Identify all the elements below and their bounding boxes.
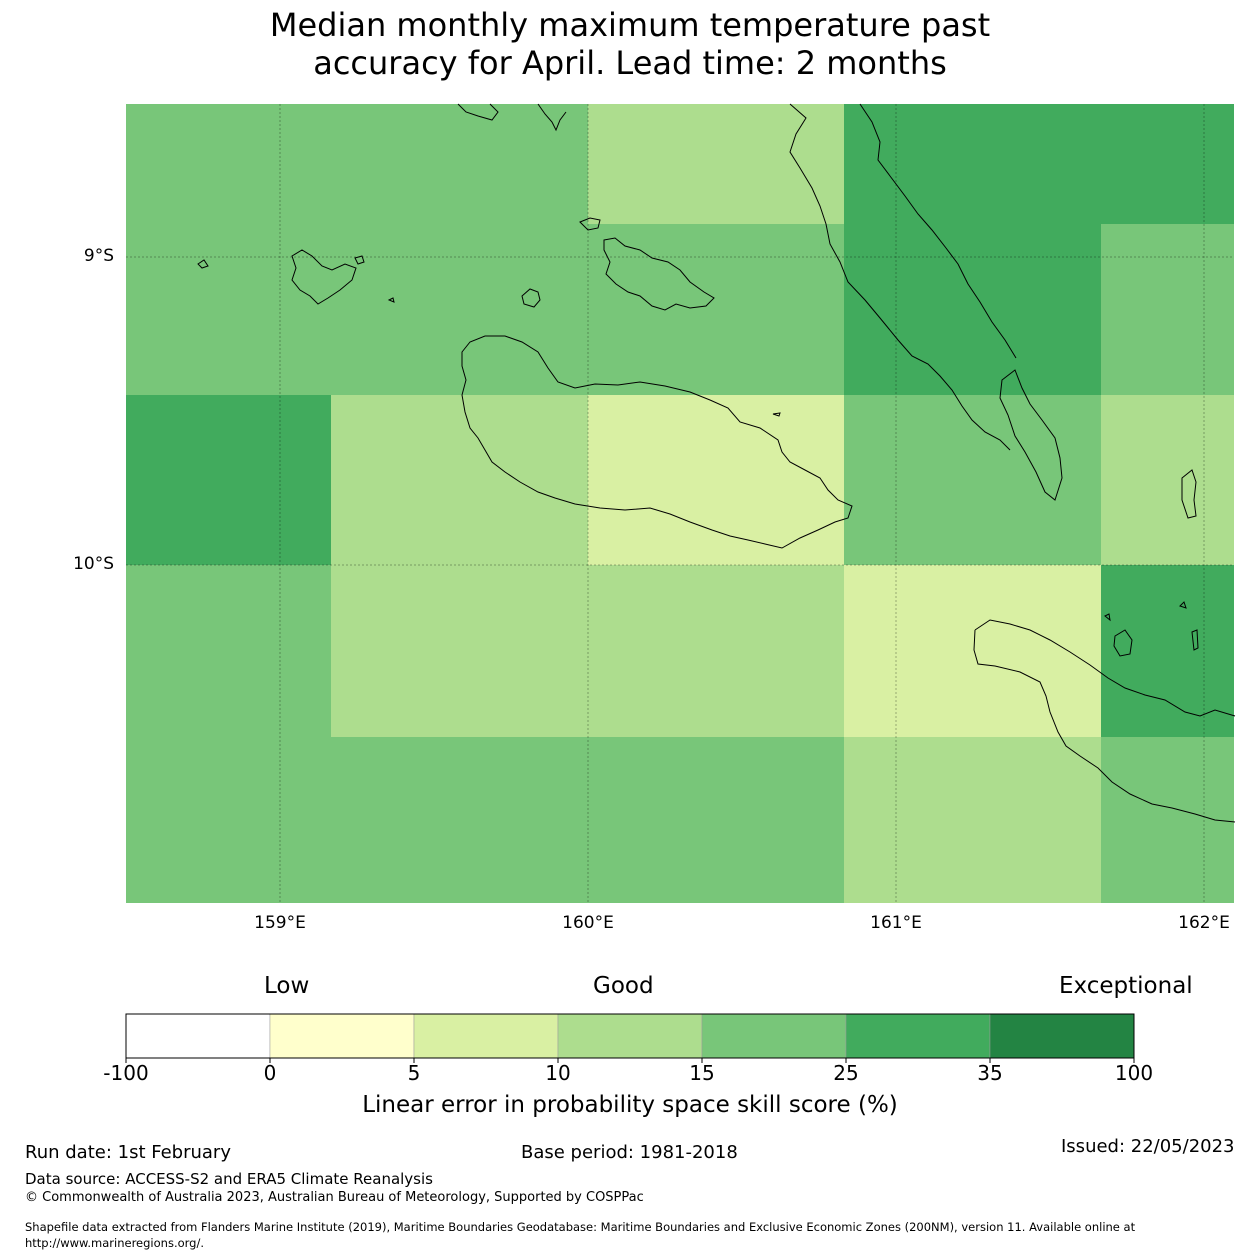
grid-cell [1101,737,1234,903]
colorbar-tick: 100 [1114,1061,1154,1085]
coast-maramasike [999,369,1063,501]
grid-cell [126,737,331,903]
coast-guadalcanal [461,335,853,549]
grid-cell [1101,565,1234,737]
grid-cell [588,737,844,903]
grid-cell [588,565,844,737]
grid-cell [844,104,1101,224]
grid-cell [844,395,1101,565]
base-period: Base period: 1981-2018 [521,1142,738,1163]
lon-label-159e: 159°E [254,913,306,933]
coast-islet-4 [1179,601,1187,609]
grid-cell [331,224,588,395]
grid-cell [331,737,588,903]
coast-makira [973,619,1236,823]
grid-cell [126,104,331,224]
coast-santa-isabel [457,103,567,132]
shapefile-credit-line-1: Shapefile data extracted from Flanders M… [25,1220,1136,1234]
title-line-1: Median monthly maximum temperature past [269,6,991,44]
colorbar-bin [557,1013,703,1059]
grid-cell [126,565,331,737]
grid-cell [1101,395,1234,565]
colorbar-tick: 0 [263,1061,277,1085]
grid-cell [1101,104,1234,224]
colorbar-heading-good: Good [593,973,654,999]
grid-cell [331,565,588,737]
skill-grid [126,104,1234,903]
colorbar-bin [125,1013,271,1059]
colorbar-tick: 5 [407,1061,421,1085]
colorbar-bin [701,1013,847,1059]
coast-russell [291,249,357,305]
colorbar-tick: 35 [977,1061,1003,1085]
coast-savo [521,288,541,308]
title-line-2: accuracy for April. Lead time: 2 months [313,44,947,82]
colorbar-tick: -100 [103,1061,149,1085]
copyright: © Commonwealth of Australia 2023, Austra… [25,1190,644,1205]
lon-label-160e: 160°E [562,913,614,933]
colorbar-tick: 25 [833,1061,859,1085]
grid-cell [331,104,588,224]
coastlines [197,103,1236,823]
grid-cell [126,395,331,565]
colorbar-heading-exceptional: Exceptional [1059,973,1193,999]
grid-cell [1101,224,1234,395]
grid-cell [331,395,588,565]
colorbar-bin [845,1013,991,1059]
colorbar-frame [125,1013,1135,1059]
coast-santa-ana [1113,629,1133,657]
coast-nggela [603,237,715,311]
graticule [126,104,1234,903]
lat-label-10s: 10°S [73,554,114,574]
colorbar-tick: 15 [689,1061,715,1085]
coast-islet-7 [772,412,781,417]
colorbar-tick: 10 [545,1061,571,1085]
coast-islet-6 [1191,629,1199,651]
colorbar-bin [269,1013,415,1059]
colorbar-label: Linear error in probability space skill … [362,1092,898,1118]
colorbar-heading-low: Low [264,973,310,999]
coast-malaita [789,103,1017,451]
coast-islet-1 [197,259,209,269]
coast-islet-2 [354,255,365,265]
run-date: Run date: 1st February [25,1142,231,1163]
colorbar-bin [413,1013,559,1059]
grid-cell [588,224,844,395]
grid-cell [588,395,844,565]
grid-cell [844,224,1101,395]
colorbar [125,1013,1135,1063]
data-source: Data source: ACCESS-S2 and ERA5 Climate … [25,1170,433,1188]
coast-small-island-a [579,217,601,231]
shapefile-credit-line-2: http://www.marineregions.org/. [25,1236,204,1250]
lat-label-9s: 9°S [83,246,114,266]
lon-label-162e: 162°E [1178,913,1230,933]
colorbar-bin [989,1013,1135,1059]
grid-cell [126,224,331,395]
coast-islet-5 [1104,613,1111,622]
grid-cell [844,737,1101,903]
grid-cell [844,565,1101,737]
issued-date: Issued: 22/05/2023 [1061,1136,1235,1157]
lon-label-161e: 161°E [870,913,922,933]
coast-ulawa [1181,469,1197,519]
grid-cell [588,104,844,224]
map-title: Median monthly maximum temperature past … [0,6,1260,82]
coast-islet-3 [387,297,395,303]
